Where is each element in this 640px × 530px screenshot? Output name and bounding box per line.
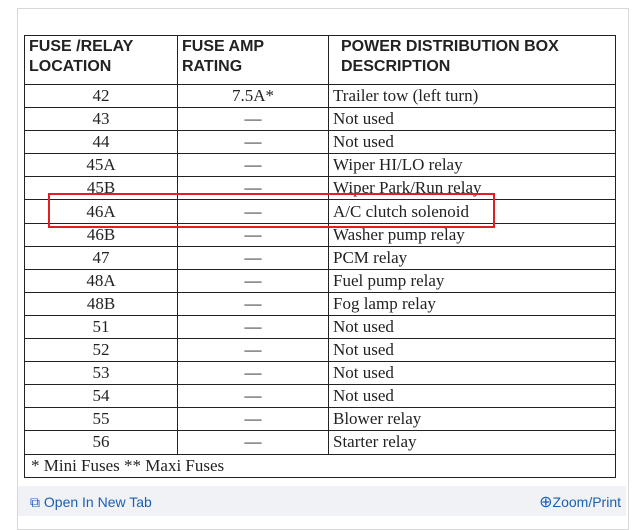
description-cell: Fuel pump relay [328, 268, 616, 293]
table-row: 53— Not used [24, 361, 616, 386]
table-row: 51— Not used [24, 314, 616, 340]
amp-cell: — [177, 291, 329, 316]
location-cell: 56 [24, 430, 178, 455]
description-cell: Not used [328, 338, 616, 363]
amp-cell: 7.5A* [177, 83, 329, 109]
description-cell: Not used [328, 314, 616, 340]
header-amp-rating: FUSE AMP RATING [177, 35, 329, 85]
header-location: FUSE /RELAY LOCATION [24, 35, 178, 85]
location-cell: 45A [24, 153, 178, 178]
location-cell: 44 [24, 130, 178, 155]
amp-cell: — [177, 338, 329, 363]
description-cell: Fog lamp relay [328, 291, 616, 316]
zoom-print-link[interactable]: ⊕Zoom/Print [539, 494, 621, 511]
table-row: 55— Blower relay [24, 407, 616, 432]
location-cell: 54 [24, 384, 178, 409]
amp-cell: — [177, 107, 329, 132]
amp-cell: — [177, 314, 329, 340]
table-row: 52— Not used [24, 338, 616, 363]
zoom-in-icon: ⊕ [539, 494, 553, 511]
description-cell: Not used [328, 107, 616, 132]
location-cell: 51 [24, 314, 178, 340]
amp-cell: — [177, 430, 329, 455]
description-cell: Wiper HI/LO relay [328, 153, 616, 178]
description-cell: Not used [328, 384, 616, 409]
fuse-table: FUSE /RELAY LOCATION FUSE AMP RATING POW… [24, 35, 616, 478]
location-cell: 48A [24, 268, 178, 293]
table-row: 44— Not used [24, 130, 616, 155]
location-cell: 47 [24, 245, 178, 270]
table-row: 54— Not used [24, 384, 616, 409]
description-cell: Trailer tow (left turn) [328, 83, 616, 109]
table-row: 42 7.5A* Trailer tow (left turn) [24, 83, 616, 109]
location-cell: 53 [24, 361, 178, 386]
amp-cell: — [177, 384, 329, 409]
description-cell: Wiper Park/Run relay [328, 176, 616, 201]
amp-cell: — [177, 130, 329, 155]
amp-cell: — [177, 268, 329, 293]
bottom-toolbar: ⧉ Open In New Tab ⊕Zoom/Print [18, 486, 626, 516]
location-cell: 43 [24, 107, 178, 132]
amp-cell: — [177, 245, 329, 270]
highlight-box [48, 193, 495, 228]
description-cell: Not used [328, 130, 616, 155]
amp-cell: — [177, 361, 329, 386]
description-cell: Not used [328, 361, 616, 386]
amp-cell: — [177, 153, 329, 178]
amp-cell: — [177, 407, 329, 432]
table-row: 45A — Wiper HI/LO relay [24, 153, 616, 178]
table-row: 47— PCM relay [24, 245, 616, 270]
header-description: POWER DISTRIBUTION BOX DESCRIPTION [328, 35, 616, 85]
footnote: * Mini Fuses ** Maxi Fuses [24, 453, 616, 478]
description-cell: PCM relay [328, 245, 616, 270]
description-cell: A/C clutch solenoid [328, 199, 616, 224]
description-cell: Starter relay [328, 430, 616, 455]
location-cell: 42 [24, 83, 178, 109]
description-cell: Blower relay [328, 407, 616, 432]
open-in-new-tab-link[interactable]: ⧉ Open In New Tab [30, 494, 152, 510]
table-row: 48A — Fuel pump relay [24, 268, 616, 293]
table-row: 43— Not used [24, 107, 616, 132]
location-cell: 55 [24, 407, 178, 432]
table-row: 56— Starter relay [24, 430, 616, 455]
location-cell: 52 [24, 338, 178, 363]
open-tab-icon: ⧉ [30, 494, 44, 510]
table-row: 48B — Fog lamp relay [24, 291, 616, 316]
location-cell: 48B [24, 291, 178, 316]
